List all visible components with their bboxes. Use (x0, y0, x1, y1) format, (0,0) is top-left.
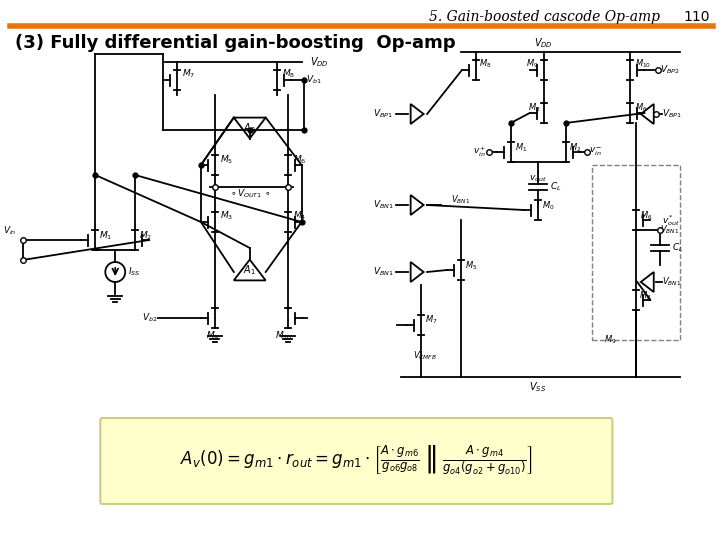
Text: $M_9$: $M_9$ (604, 333, 616, 346)
Text: $V_{b2}$: $V_{b2}$ (142, 312, 157, 324)
Text: $M_8$: $M_8$ (479, 58, 492, 71)
Text: $M_0$: $M_0$ (541, 199, 554, 212)
Text: $M_2$: $M_2$ (569, 141, 581, 153)
Text: $v_{out}^*$: $v_{out}^*$ (662, 213, 680, 228)
Text: $\circ\, V_{OUT1}\, \circ$: $\circ\, V_{OUT1}\, \circ$ (230, 188, 270, 200)
Text: $V_{BN1}$: $V_{BN1}$ (451, 194, 470, 206)
Text: $M_9$: $M_9$ (526, 58, 539, 71)
Text: $M_1$: $M_1$ (99, 229, 112, 241)
Text: $M_7$: $M_7$ (182, 68, 195, 80)
Text: $M_5$: $M_5$ (220, 153, 233, 165)
Text: $M_{10}$: $M_{10}$ (635, 58, 652, 71)
Text: $M_7$: $M_7$ (425, 314, 438, 327)
Text: $A_1$: $A_1$ (243, 263, 256, 277)
Text: $M_3$: $M_3$ (528, 101, 541, 113)
Text: $M_{10}$: $M_{10}$ (275, 329, 292, 341)
Text: $V_{in}$: $V_{in}$ (3, 225, 17, 237)
Text: $V_{SS}$: $V_{SS}$ (529, 380, 546, 394)
Text: $A_v(0)= g_{m1}\cdot r_{out} = g_{m1}\cdot\left[\frac{A\cdot g_{m6}}{g_{o6}g_{o8: $A_v(0)= g_{m1}\cdot r_{out} = g_{m1}\cd… (180, 444, 533, 478)
Text: $V_{CMFB}$: $V_{CMFB}$ (413, 350, 437, 362)
Text: 5. Gain-boosted cascode Op-amp: 5. Gain-boosted cascode Op-amp (429, 10, 660, 24)
Text: $M_6$: $M_6$ (292, 153, 306, 165)
Text: $M_1$: $M_1$ (515, 141, 527, 153)
Text: 110: 110 (683, 10, 710, 24)
Text: $V_{BN1}$: $V_{BN1}$ (373, 266, 394, 278)
Text: $A_2$: $A_2$ (243, 121, 256, 135)
Text: $v_{out}$: $v_{out}$ (528, 174, 546, 185)
FancyBboxPatch shape (100, 418, 613, 504)
Text: $V_{BN1}$: $V_{BN1}$ (373, 199, 394, 211)
Text: $M_4$: $M_4$ (292, 210, 306, 222)
Bar (593, 165, 680, 340)
Text: $M_6$: $M_6$ (635, 101, 648, 113)
Text: $I_{SS}$: $I_{SS}$ (128, 266, 140, 278)
Text: $M_8$: $M_8$ (639, 289, 652, 301)
Text: $V_{BP1}$: $V_{BP1}$ (373, 108, 393, 120)
Text: $v_{in}^-$: $v_{in}^-$ (590, 146, 603, 158)
Text: $C_L$: $C_L$ (672, 242, 683, 254)
Text: $M_5$: $M_5$ (465, 259, 477, 272)
Text: $C_L$: $C_L$ (549, 181, 561, 193)
Text: (3) Fully differential gain-boosting  Op-amp: (3) Fully differential gain-boosting Op-… (14, 34, 455, 52)
Text: $v_{in}^+$: $v_{in}^+$ (473, 145, 487, 159)
Text: $M_3$: $M_3$ (220, 210, 233, 222)
Text: $M_2$: $M_2$ (139, 229, 153, 241)
Text: $V_{BN1}$: $V_{BN1}$ (662, 276, 681, 288)
Text: $V_{BN1}$: $V_{BN1}$ (660, 224, 680, 237)
Text: $V_{DD}$: $V_{DD}$ (310, 55, 328, 69)
Text: $V_{BP1}$: $V_{BP1}$ (662, 108, 682, 120)
Text: $M_8$: $M_8$ (282, 68, 295, 80)
Text: $V_{b1}$: $V_{b1}$ (305, 74, 321, 86)
Text: $M_9$: $M_9$ (206, 329, 220, 341)
Text: $V_{BP2}$: $V_{BP2}$ (660, 64, 680, 76)
Text: $M_6$: $M_6$ (640, 209, 653, 221)
Text: $V_{DD}$: $V_{DD}$ (534, 36, 553, 50)
